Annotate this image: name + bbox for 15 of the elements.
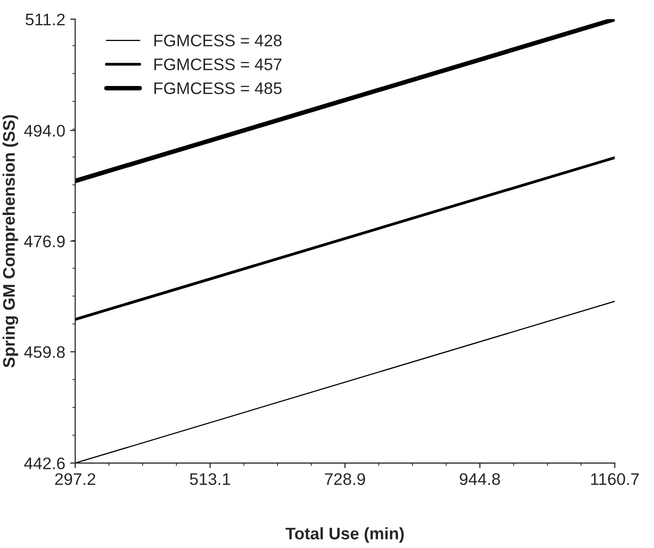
x-tick-label: 1160.7 <box>591 473 639 486</box>
x-tick-label: 728.9 <box>324 473 366 486</box>
x-axis-title: Total Use (min) <box>286 527 404 543</box>
x-tick-label: 297.2 <box>55 473 96 486</box>
y-tick-label: 511.2 <box>26 14 65 26</box>
y-tick-label: 459.8 <box>24 346 65 358</box>
y-tick-label: 494.0 <box>24 124 65 137</box>
legend-label: FGMCESS = 485 <box>154 82 282 94</box>
x-tick-label: 944.8 <box>460 473 500 486</box>
y-tick-label: 442.6 <box>24 457 65 470</box>
legend-label: FGMCESS = 428 <box>154 34 282 46</box>
y-tick-label: 476.9 <box>24 236 65 248</box>
legend-label: FGMCESS = 457 <box>154 58 282 70</box>
y-axis-title: Spring GM Comprehension (SS) <box>2 115 18 368</box>
x-tick-label: 513.1 <box>190 473 230 486</box>
